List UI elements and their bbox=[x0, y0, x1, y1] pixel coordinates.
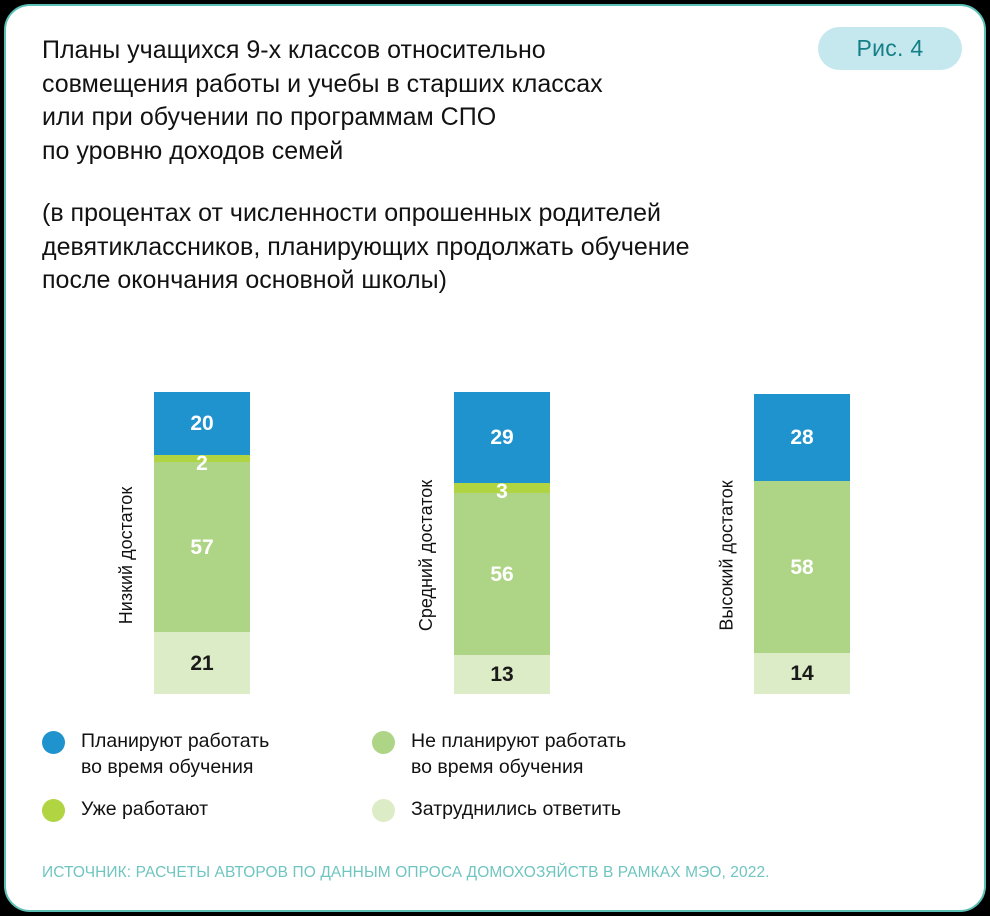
segment-value: 13 bbox=[490, 663, 514, 686]
segment-value: 57 bbox=[190, 535, 214, 559]
subtitle-line-2: девятиклассников, планирующих продолжать… bbox=[42, 232, 690, 261]
legend-swatch-icon bbox=[42, 731, 65, 754]
segment-plan-to-work[interactable]: 28 bbox=[754, 394, 850, 481]
segment-hard-to-answer[interactable]: 13 bbox=[454, 655, 550, 694]
source-note: ИСТОЧНИК: РАСЧЕТЫ АВТОРОВ ПО ДАННЫМ ОПРО… bbox=[42, 864, 770, 881]
legend-label: Планируют работать во время обучения bbox=[81, 728, 269, 780]
legend-swatch-icon bbox=[372, 799, 395, 822]
segment-value: 29 bbox=[490, 426, 514, 449]
legend-label: Затруднились ответить bbox=[411, 796, 621, 822]
figure-number-badge: Рис. 4 bbox=[818, 27, 962, 70]
segment-plan-to-work[interactable]: 20 bbox=[154, 392, 250, 455]
chart-subtitle: (в процентах от численности опрошенных р… bbox=[42, 197, 942, 298]
stacked-bar-chart: Низкий достаток 20 2 57 21 Средний д bbox=[6, 346, 984, 706]
title-line-4: по уровню доходов семей bbox=[42, 136, 344, 165]
legend-label-line-2: во время обучения bbox=[81, 756, 254, 778]
segment-value: 20 bbox=[190, 412, 214, 435]
legend-item-plan-to-work[interactable]: Планируют работать во время обучения bbox=[42, 728, 269, 780]
figure-card: Рис. 4 Планы учащихся 9-х классов относи… bbox=[4, 4, 986, 912]
legend-label-line-1: Планируют работать bbox=[81, 730, 270, 752]
legend-item-hard-to-answer[interactable]: Затруднились ответить bbox=[372, 796, 621, 822]
segment-value: 58 bbox=[790, 555, 814, 579]
segment-already-working[interactable]: 3 bbox=[454, 481, 550, 502]
segment-value: 2 bbox=[196, 452, 208, 475]
segment-value: 56 bbox=[490, 562, 514, 586]
segment-value: 3 bbox=[496, 480, 508, 503]
category-label-middle-income: Средний достаток bbox=[410, 404, 444, 706]
segment-hard-to-answer[interactable]: 14 bbox=[754, 653, 850, 694]
bar-stack: 20 2 57 21 bbox=[154, 392, 250, 694]
segment-not-plan-to-work[interactable]: 58 bbox=[754, 481, 850, 653]
legend-swatch-icon bbox=[42, 799, 65, 822]
legend-swatch-icon bbox=[372, 731, 395, 754]
category-label-high-income-text: Высокий достаток bbox=[716, 479, 737, 631]
segment-already-working[interactable]: 2 bbox=[154, 453, 250, 474]
legend-label-line-1: Затруднились ответить bbox=[411, 798, 622, 820]
title-line-3: или при обучении по программам СПО bbox=[42, 103, 497, 131]
segment-plan-to-work[interactable]: 29 bbox=[454, 392, 550, 483]
title-line-2: совмещения работы и учебы в старших клас… bbox=[42, 69, 603, 98]
segment-value: 21 bbox=[190, 651, 214, 675]
bar-stack: 29 3 56 13 bbox=[454, 392, 550, 694]
legend-label-line-1: Уже работают bbox=[81, 798, 209, 820]
figure-number-label: Рис. 4 bbox=[856, 35, 924, 61]
title-line-1: Планы учащихся 9-х классов относительно bbox=[42, 36, 546, 64]
category-label-middle-income-text: Средний достаток bbox=[416, 479, 437, 631]
segment-value: 14 bbox=[790, 662, 814, 685]
legend-label: Не планируют работать во время обучения bbox=[411, 728, 626, 780]
bar-stack: 28 58 14 bbox=[754, 394, 850, 694]
segment-value: 28 bbox=[790, 426, 814, 449]
segment-hard-to-answer[interactable]: 21 bbox=[154, 632, 250, 694]
category-label-low-income: Низкий достаток bbox=[110, 404, 144, 706]
legend-item-already-working[interactable]: Уже работают bbox=[42, 796, 208, 822]
legend-label-line-1: Не планируют работать bbox=[411, 730, 627, 752]
category-label-high-income: Высокий достаток bbox=[710, 404, 744, 706]
subtitle-line-3: после окончания основной школы) bbox=[42, 266, 447, 294]
subtitle-line-1: (в процентах от численности опрошенных р… bbox=[42, 199, 662, 227]
page-title: Планы учащихся 9-х классов относительно … bbox=[42, 34, 832, 168]
legend-label-line-2: во время обучения bbox=[411, 756, 584, 778]
legend-label: Уже работают bbox=[81, 796, 208, 822]
legend-item-not-plan-to-work[interactable]: Не планируют работать во время обучения bbox=[372, 728, 626, 780]
segment-not-plan-to-work[interactable]: 57 bbox=[154, 462, 250, 632]
segment-not-plan-to-work[interactable]: 56 bbox=[454, 493, 550, 655]
category-label-low-income-text: Низкий достаток bbox=[116, 486, 137, 624]
